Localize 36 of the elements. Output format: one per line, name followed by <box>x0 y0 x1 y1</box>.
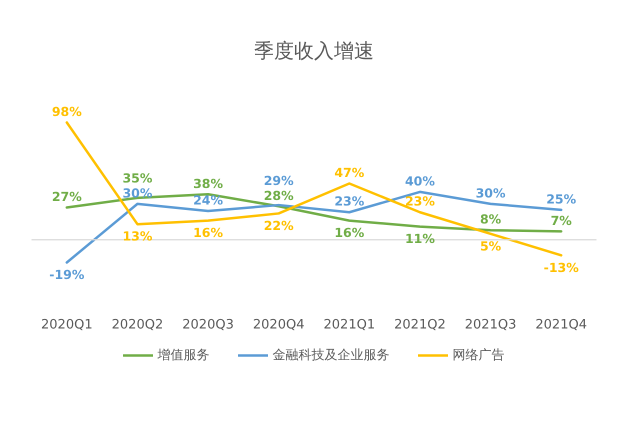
x-tick-label: 2021Q4 <box>535 318 587 332</box>
x-tick-label: 2020Q3 <box>182 318 234 332</box>
data-label: 8% <box>480 212 502 227</box>
data-label: 25% <box>546 191 577 206</box>
legend-label: 网络广告 <box>452 347 504 364</box>
x-tick-label: 2021Q3 <box>464 318 516 332</box>
x-tick-label: 2020Q4 <box>252 318 304 332</box>
data-label: 23% <box>404 194 436 209</box>
x-tick-label: 2020Q2 <box>112 318 164 332</box>
data-label: 5% <box>480 238 502 254</box>
data-label: 22% <box>264 218 294 233</box>
data-label: 7% <box>550 212 572 228</box>
x-tick-label: 2021Q1 <box>324 318 376 332</box>
data-label: 29% <box>264 172 294 188</box>
data-label: 13% <box>122 228 153 244</box>
chart-title: 季度收入增速 <box>254 38 374 62</box>
x-tick-label: 2021Q2 <box>394 318 446 332</box>
legend-label: 金融科技及企业服务 <box>272 347 390 364</box>
data-label: 38% <box>193 176 224 191</box>
data-label: 11% <box>404 231 436 246</box>
legend-label: 增值服务 <box>158 347 210 364</box>
data-label: 16% <box>334 225 365 240</box>
data-label: 47% <box>334 165 365 180</box>
data-label: 27% <box>52 188 82 204</box>
data-label: 35% <box>122 170 153 186</box>
data-label: 23% <box>334 194 365 209</box>
data-label: -19% <box>49 267 85 282</box>
data-label: -13% <box>544 260 580 275</box>
data-label: 24% <box>193 192 224 208</box>
data-label: 28% <box>264 188 294 203</box>
data-label: 30% <box>122 185 153 200</box>
data-label: 16% <box>193 225 224 240</box>
data-label: 98% <box>52 104 82 119</box>
x-tick-label: 2020Q1 <box>41 318 93 332</box>
data-label: 40% <box>404 173 436 188</box>
data-label: 30% <box>476 185 506 200</box>
